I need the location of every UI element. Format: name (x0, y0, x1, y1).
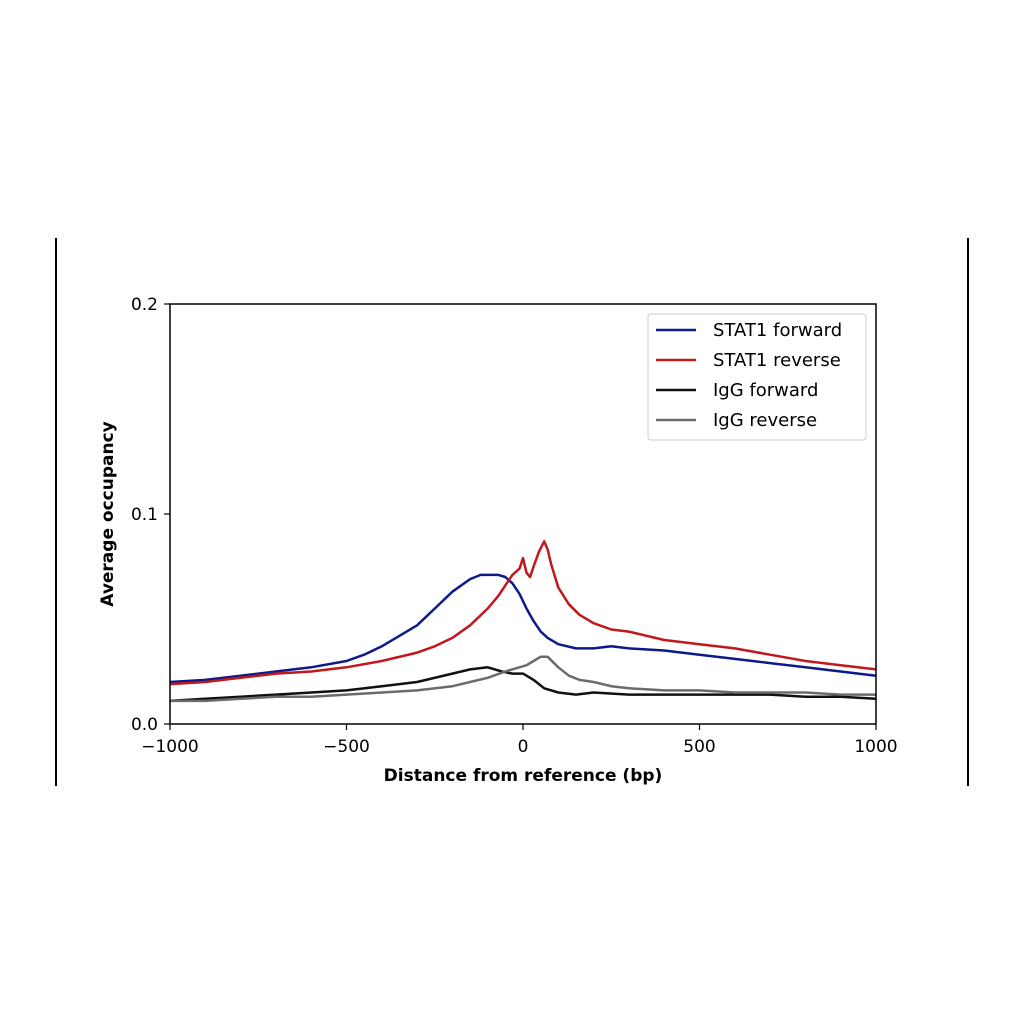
y-axis-label: Average occupancy (98, 421, 118, 606)
series-line-stat1-reverse (169, 540, 877, 686)
series-line-igg-forward (169, 666, 877, 703)
y-tick-label: 0.2 (131, 295, 158, 315)
ticks-layer: −1000 −500 0 500 1000 0.0 0.1 0.2 (131, 295, 898, 757)
x-tick-label: 1000 (854, 737, 897, 757)
x-tick-label: −1000 (141, 737, 199, 757)
y-tick-label: 0.0 (131, 715, 158, 735)
left-border-line (55, 238, 57, 786)
legend-box (647, 313, 867, 441)
legend-label: STAT1 reverse (713, 350, 841, 371)
right-border-line (967, 238, 969, 786)
series-line-stat1-forward (169, 573, 877, 684)
x-tick-label: −500 (323, 737, 370, 757)
x-axis-label: Distance from reference (bp) (384, 766, 663, 786)
x-tick-label: 0 (518, 737, 529, 757)
legend-label: IgG reverse (713, 410, 817, 431)
legend-label: STAT1 forward (713, 320, 842, 341)
x-tick-label: 500 (683, 737, 715, 757)
series-layer (169, 540, 877, 703)
y-tick-label: 0.1 (131, 505, 158, 525)
legend: STAT1 forward STAT1 reverse IgG forward IgG… (647, 313, 867, 441)
series-line-igg-reverse (170, 655, 876, 703)
legend-label: IgG forward (713, 380, 818, 401)
